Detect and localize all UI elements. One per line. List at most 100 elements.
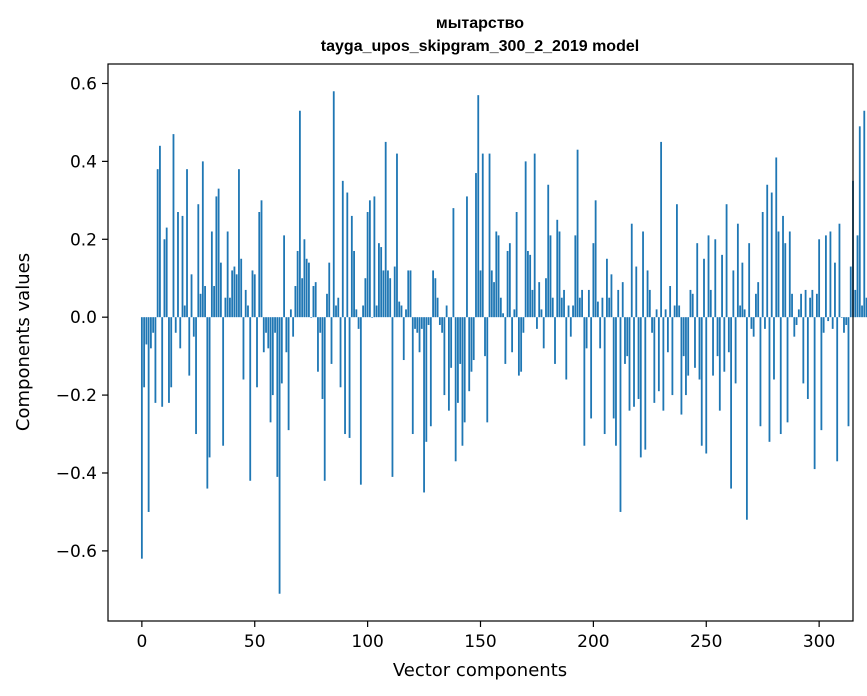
bar-239 (680, 317, 683, 415)
bar-141 (459, 317, 462, 364)
bar-61 (278, 317, 281, 594)
bar-196 (583, 317, 586, 446)
bar-272 (755, 293, 757, 318)
bar-194 (578, 297, 581, 318)
bar-312 (845, 317, 848, 325)
bar-204 (601, 297, 604, 318)
bar-189 (567, 305, 570, 318)
bar-283 (779, 317, 782, 435)
bar-151 (481, 153, 484, 318)
bar-170 (524, 161, 527, 318)
bar-163 (508, 243, 511, 318)
bar-137 (450, 317, 453, 368)
bar-186 (560, 297, 563, 318)
bar-181 (549, 235, 552, 318)
bar-243 (689, 289, 692, 318)
bar-126 (425, 317, 428, 442)
bar-171 (527, 250, 529, 318)
bar-118 (407, 270, 410, 318)
bar-128 (429, 317, 432, 427)
bar-210 (615, 317, 617, 446)
bar-179 (545, 278, 547, 318)
bar-79 (319, 317, 322, 333)
bar-3 (147, 317, 150, 512)
y-tick-label-3: 0.0 (70, 308, 97, 328)
bar-244 (691, 293, 694, 318)
bar-242 (687, 317, 690, 376)
bar-60 (276, 317, 279, 477)
chart-subtitle: tayga_upos_skipgram_300_2_2019 model (321, 38, 639, 55)
bar-130 (434, 278, 437, 318)
bar-30 (208, 317, 211, 458)
bar-295 (806, 317, 809, 399)
bar-70 (298, 110, 301, 318)
bar-98 (362, 305, 365, 318)
bar-131 (436, 297, 439, 318)
bar-217 (630, 223, 633, 318)
bar-226 (651, 317, 653, 333)
bar-36 (222, 317, 225, 446)
bar-7 (156, 169, 159, 318)
bar-92 (348, 317, 351, 438)
x-tick-label-100: 100 (351, 632, 383, 652)
bar-145 (468, 317, 471, 392)
bar-23 (192, 317, 195, 337)
y-tick-label-1: −0.4 (56, 464, 97, 484)
bar-146 (470, 317, 473, 372)
bar-184 (556, 219, 559, 318)
bar-250 (705, 317, 708, 454)
bar-203 (599, 317, 602, 349)
bar-306 (831, 317, 834, 329)
bar-293 (802, 317, 805, 384)
bar-247 (698, 317, 701, 380)
bar-111 (391, 317, 394, 477)
bar-190 (569, 317, 572, 337)
x-tick-label-200: 200 (577, 632, 609, 652)
bar-15 (174, 317, 177, 333)
bar-10 (163, 239, 166, 318)
bar-48 (249, 317, 252, 481)
bar-222 (642, 231, 644, 318)
bar-67 (292, 317, 295, 337)
bar-200 (592, 243, 595, 318)
bar-290 (795, 317, 798, 325)
bar-19 (183, 305, 186, 318)
bar-97 (359, 317, 362, 485)
bar-59 (274, 317, 276, 333)
bar-17 (179, 317, 182, 349)
bar-63 (283, 235, 285, 318)
bar-39 (229, 297, 231, 318)
y-tick-label-2: −0.2 (56, 386, 97, 406)
bar-238 (678, 305, 681, 318)
bar-289 (793, 317, 796, 337)
bar-298 (813, 317, 816, 470)
x-tick-label-50: 50 (244, 632, 266, 652)
bar-18 (181, 215, 184, 318)
bar-258 (723, 317, 726, 372)
bar-233 (666, 317, 669, 353)
bar-161 (504, 317, 507, 364)
bar-22 (190, 274, 193, 318)
y-tick-label-0: −0.6 (56, 542, 97, 562)
bar-20 (186, 169, 188, 318)
bar-103 (373, 196, 376, 318)
bar-316 (854, 289, 857, 318)
bar-102 (371, 317, 374, 318)
bar-182 (551, 297, 554, 318)
bar-276 (764, 317, 766, 329)
bar-104 (375, 305, 378, 318)
bar-180 (547, 184, 550, 318)
bar-127 (427, 317, 430, 325)
bar-304 (827, 317, 830, 322)
bar-221 (639, 317, 642, 458)
bar-106 (380, 247, 383, 318)
bar-159 (499, 297, 502, 318)
bar-74 (308, 262, 310, 318)
bar-236 (673, 305, 676, 318)
bar-207 (608, 297, 611, 318)
bar-8 (159, 145, 161, 318)
bar-280 (773, 317, 775, 380)
bar-32 (213, 286, 216, 318)
bar-278 (768, 317, 771, 442)
bar-81 (323, 317, 326, 481)
